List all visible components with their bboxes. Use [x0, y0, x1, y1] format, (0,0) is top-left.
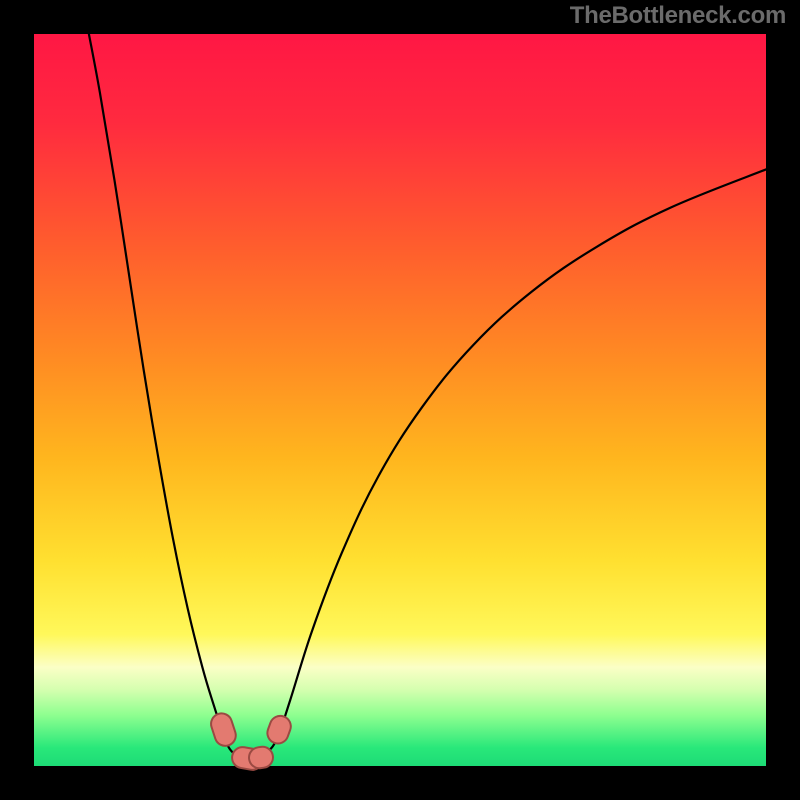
- markers-layer: [34, 34, 766, 766]
- chart-frame: TheBottleneck.com: [0, 0, 800, 800]
- attribution-text: TheBottleneck.com: [570, 2, 786, 30]
- marker-capsule: [263, 712, 295, 748]
- plot-area: [34, 34, 766, 766]
- marker-capsule: [207, 709, 240, 749]
